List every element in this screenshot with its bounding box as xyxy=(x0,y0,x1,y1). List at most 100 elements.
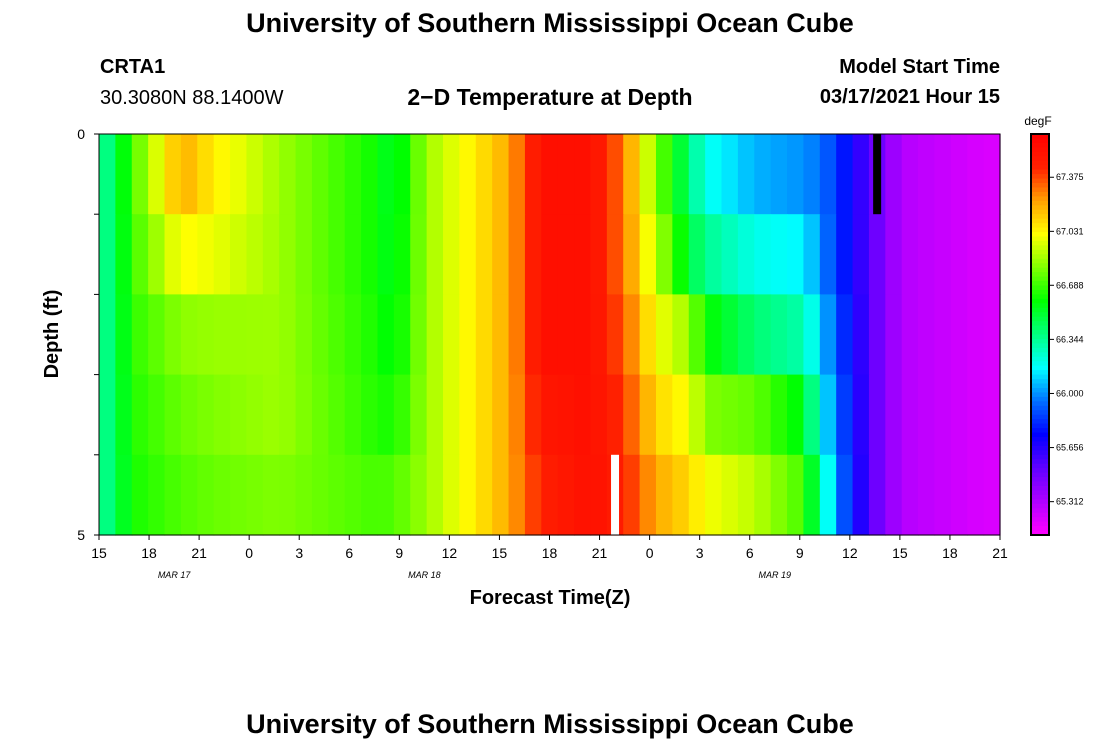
colorbar-label: 67.031 xyxy=(1056,226,1084,236)
heatmap-cell xyxy=(672,214,690,295)
heatmap-cell xyxy=(393,374,411,456)
colorbar-segment xyxy=(1031,263,1049,269)
heatmap-cell xyxy=(885,374,903,456)
colorbar-segment xyxy=(1031,387,1049,394)
heatmap-cell xyxy=(377,294,395,376)
colorbar-segment xyxy=(1031,138,1049,144)
heatmap-cell xyxy=(492,294,510,376)
heatmap-cell xyxy=(557,374,575,456)
colorbar-segment xyxy=(1031,205,1049,211)
heatmap-cell xyxy=(475,454,493,536)
colorbar-label: 66.344 xyxy=(1056,334,1084,344)
heatmap-cell xyxy=(557,294,575,376)
heatmap-cell xyxy=(164,134,182,215)
heatmap-cell xyxy=(983,134,1001,215)
heatmap-cell xyxy=(819,374,837,456)
colorbar-segment xyxy=(1031,142,1049,148)
heatmap-cell xyxy=(901,294,919,376)
x-tick-label: 18 xyxy=(942,545,958,561)
heatmap-cell xyxy=(295,294,313,376)
heatmap-cell xyxy=(803,134,821,215)
colorbar-segment xyxy=(1031,160,1049,166)
heatmap-cell xyxy=(852,214,870,295)
heatmap-cell xyxy=(246,214,264,295)
colorbar-segment xyxy=(1031,405,1049,411)
heatmap-cell xyxy=(819,214,837,295)
heatmap-cell xyxy=(443,134,460,215)
colorbar-segment xyxy=(1031,352,1049,358)
y-tick-label: 0 xyxy=(77,126,85,142)
heatmap-cell xyxy=(311,294,329,376)
colorbar-segment xyxy=(1031,463,1049,469)
colorbar-segment xyxy=(1031,428,1049,434)
heatmap-cell xyxy=(328,374,346,456)
heatmap-cell xyxy=(459,294,477,376)
x-tick-label: 21 xyxy=(191,545,207,561)
heatmap-cell xyxy=(99,454,116,536)
colorbar: 67.375 67.031 66.688 66.344 66.000 65.656 65.3… xyxy=(1030,133,1084,536)
heatmap-cell xyxy=(541,374,559,456)
heatmap-cell xyxy=(688,134,706,215)
heatmap-cell xyxy=(197,214,215,295)
colorbar-segment xyxy=(1031,338,1049,345)
x-tick-label: 6 xyxy=(746,545,754,561)
heatmap-cell xyxy=(590,294,608,376)
heatmap-cell xyxy=(639,374,657,456)
heatmap-cell xyxy=(574,374,592,456)
heatmap-cell xyxy=(213,134,231,215)
x-tick-label: 15 xyxy=(892,545,908,561)
colorbar-segment xyxy=(1031,436,1049,443)
station-id: CRTA1 xyxy=(100,56,166,78)
heatmap-cell xyxy=(311,134,329,215)
colorbar-segment xyxy=(1031,477,1049,483)
heatmap-cell xyxy=(803,294,821,376)
heatmap-cell xyxy=(295,374,313,456)
heatmap-cell xyxy=(868,374,886,456)
heatmap-cell xyxy=(148,454,166,536)
colorbar-segment xyxy=(1031,481,1049,487)
colorbar-segment xyxy=(1031,361,1049,367)
heatmap-cell xyxy=(967,134,985,215)
heatmap-cell xyxy=(541,214,559,295)
colorbar-segment xyxy=(1031,432,1049,438)
heatmap-cell xyxy=(787,454,805,536)
heatmap-cell xyxy=(180,454,198,536)
heatmap-cell xyxy=(787,214,805,295)
x-tick-label: 12 xyxy=(442,545,458,561)
heatmap-markers xyxy=(611,134,882,535)
colorbar-segment xyxy=(1031,187,1049,193)
footer-title: University of Southern Mississippi Ocean… xyxy=(246,709,854,739)
colorbar-segment xyxy=(1031,156,1049,162)
heatmap-cell xyxy=(754,134,772,215)
heatmap-cell xyxy=(770,134,788,215)
colorbar-unit: degF xyxy=(1024,114,1051,128)
heatmap-cell xyxy=(885,134,903,215)
heatmap-cell xyxy=(148,374,166,456)
heatmap-cell xyxy=(393,454,411,536)
colorbar-segment xyxy=(1031,307,1049,313)
x-axis-label: Forecast Time(Z) xyxy=(470,587,631,609)
heatmap-cell xyxy=(770,214,788,295)
date-label: MAR 19 xyxy=(758,570,791,580)
heatmap-cell xyxy=(868,214,886,295)
heatmap-cell xyxy=(590,454,608,536)
heatmap-cell xyxy=(983,454,1001,536)
colorbar-segment xyxy=(1031,512,1049,518)
heatmap-cell xyxy=(99,294,116,376)
heatmap-cell xyxy=(213,454,231,536)
heatmap-cell xyxy=(328,454,346,536)
colorbar-segment xyxy=(1031,196,1049,202)
colorbar-segment xyxy=(1031,254,1049,260)
colorbar-segment xyxy=(1031,485,1049,492)
colorbar-segment xyxy=(1031,236,1049,242)
heatmap-cell xyxy=(246,454,264,536)
colorbar-segment xyxy=(1031,147,1049,153)
heatmap-cell xyxy=(475,374,493,456)
heatmap-cell xyxy=(524,454,542,536)
heatmap-cell xyxy=(950,134,968,215)
heatmap-cell xyxy=(311,454,329,536)
heatmap-cell xyxy=(180,294,198,376)
colorbar-segment xyxy=(1031,343,1049,349)
heatmap-cell xyxy=(950,454,968,536)
